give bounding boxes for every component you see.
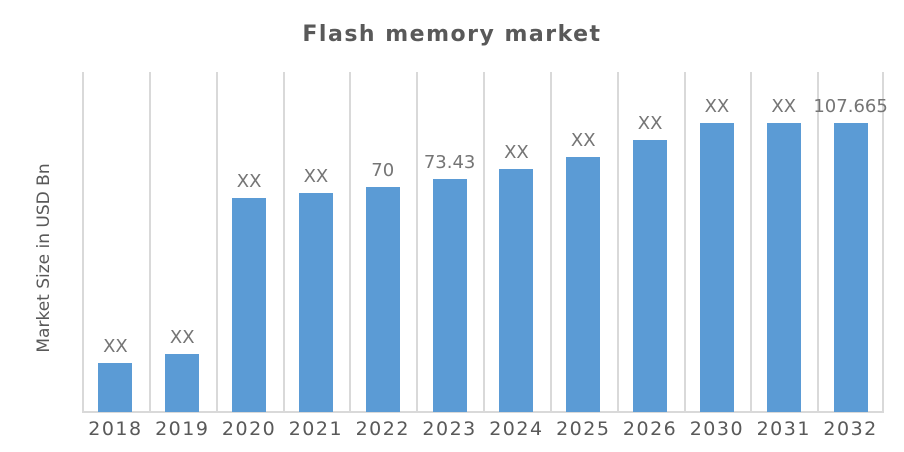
data-label-2025: XX (570, 130, 596, 151)
data-label-2022: 70 (371, 160, 395, 181)
gridline (216, 72, 218, 412)
gridline (283, 72, 285, 412)
data-label-2018: XX (103, 336, 128, 357)
bar-2025 (566, 157, 601, 412)
bar-2021 (298, 193, 333, 412)
data-label-2032: 107.665 (813, 96, 888, 117)
bar-2020 (232, 198, 267, 412)
gridline (684, 72, 686, 412)
data-label-2031: XX (771, 96, 797, 117)
bar-2030 (699, 123, 734, 412)
gridline (349, 72, 351, 412)
x-tick-2030: 2030 (689, 418, 745, 440)
bar-2024 (499, 169, 534, 412)
bar-2019 (165, 354, 200, 412)
gridline (483, 72, 485, 412)
bar-2023 (432, 179, 467, 412)
x-tick-2032: 2032 (823, 418, 878, 440)
x-tick-2031: 2031 (756, 418, 811, 440)
x-tick-2021: 2021 (288, 418, 344, 440)
bar-2022 (365, 187, 400, 412)
bar-2032 (833, 123, 868, 412)
x-tick-2025: 2025 (556, 418, 611, 440)
gridline (750, 72, 752, 412)
gridline (817, 72, 819, 412)
chart-title: Flash memory market (302, 22, 602, 47)
gridline (416, 72, 418, 412)
data-label-2023: 73.43 (423, 152, 476, 173)
x-tick-2023: 2023 (422, 418, 477, 440)
data-label-2019: XX (169, 327, 195, 348)
bar-2031 (766, 123, 801, 412)
data-label-2021: XX (303, 166, 329, 187)
x-tick-2019: 2019 (155, 418, 210, 440)
data-label-2020: XX (236, 171, 262, 192)
data-label-2026: XX (637, 113, 663, 134)
y-axis-label: Market Size in USD Bn (34, 163, 54, 353)
gridline (617, 72, 619, 412)
bar-2018 (98, 363, 133, 412)
x-tick-2020: 2020 (221, 418, 277, 440)
plot-area: XX 2018 XX 2019 XX 2020 XX 2021 70 2022 73.43 2023 X… (82, 72, 888, 440)
x-axis-line (82, 411, 884, 413)
gridline (82, 72, 84, 412)
data-label-2030: XX (704, 96, 730, 117)
gridline (550, 72, 552, 412)
bar-2026 (633, 140, 668, 412)
x-tick-2024: 2024 (489, 418, 544, 440)
gridline (882, 72, 884, 412)
x-tick-2018: 2018 (88, 418, 143, 440)
x-tick-2022: 2022 (355, 418, 410, 440)
x-tick-2026: 2026 (622, 418, 678, 440)
data-label-2024: XX (504, 142, 529, 163)
gridline (149, 72, 151, 412)
